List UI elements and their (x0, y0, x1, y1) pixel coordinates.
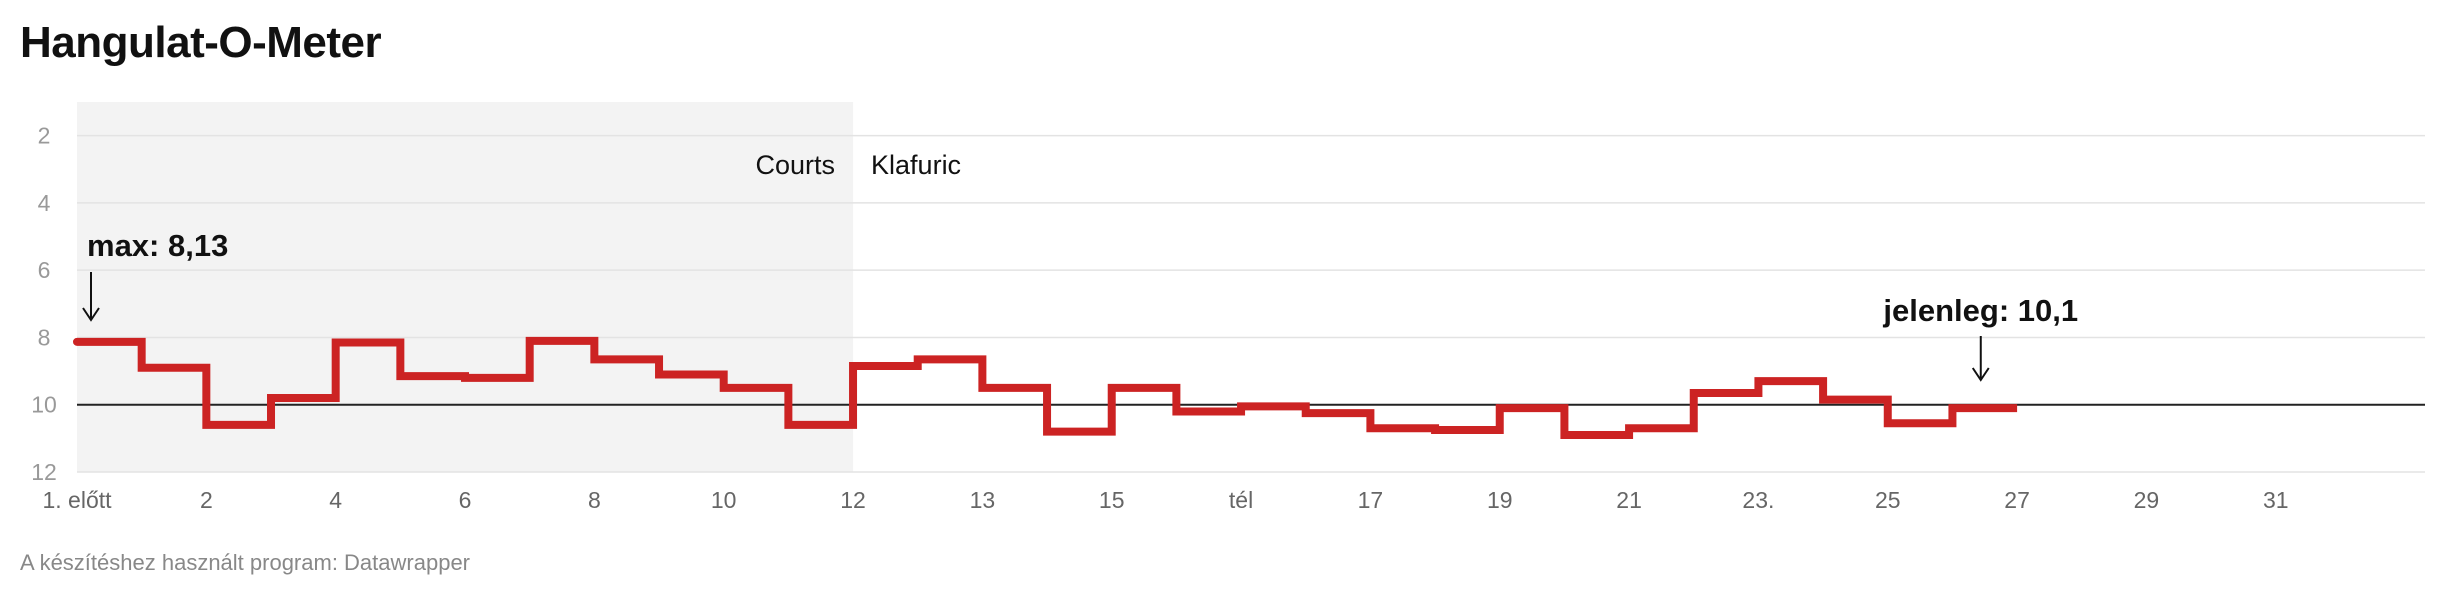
x-tick-label: 31 (2263, 487, 2289, 513)
x-tick-label: tél (1229, 487, 1253, 513)
x-tick-label: 15 (1099, 487, 1125, 513)
y-tick-label: 2 (38, 123, 51, 149)
annotation-max-arrowhead (82, 307, 100, 322)
y-tick-label: 10 (31, 392, 57, 418)
annotation-current-arrowhead (1971, 367, 1990, 382)
y-tick-label: 8 (38, 324, 51, 350)
x-tick-label: 2 (200, 487, 213, 513)
series-line (73, 336, 2018, 439)
x-tick-label: 4 (329, 487, 342, 513)
chart-title: Hangulat-O-Meter (20, 18, 382, 67)
x-tick-label: 12 (840, 487, 866, 513)
x-tick-label: 6 (459, 487, 472, 513)
x-tick-label: 8 (588, 487, 601, 513)
y-tick-label: 4 (38, 190, 51, 216)
y-tick-label: 12 (31, 459, 57, 485)
x-tick-label: 27 (2004, 487, 2030, 513)
x-tick-label: 19 (1487, 487, 1513, 513)
x-tick-label: 21 (1616, 487, 1642, 513)
x-tick-label: 10 (711, 487, 737, 513)
x-tick-label: 1. előtt (42, 487, 112, 513)
x-tick-label: 17 (1358, 487, 1384, 513)
region-label-courts: Courts (756, 150, 836, 180)
x-tick-label: 29 (2134, 487, 2160, 513)
chart-footer: A készítéshez használt program: Datawrap… (20, 550, 471, 575)
x-tick-label: 23. (1742, 487, 1774, 513)
y-tick-label: 6 (38, 257, 51, 283)
annotation-current: jelenleg: 10,1 (1882, 293, 2078, 328)
region-label-klafuric: Klafuric (871, 150, 961, 180)
annotation-max: max: 8,13 (87, 228, 228, 263)
region-shade-0 (77, 102, 854, 472)
x-tick-label: 13 (970, 487, 996, 513)
x-tick-label: 25 (1875, 487, 1901, 513)
